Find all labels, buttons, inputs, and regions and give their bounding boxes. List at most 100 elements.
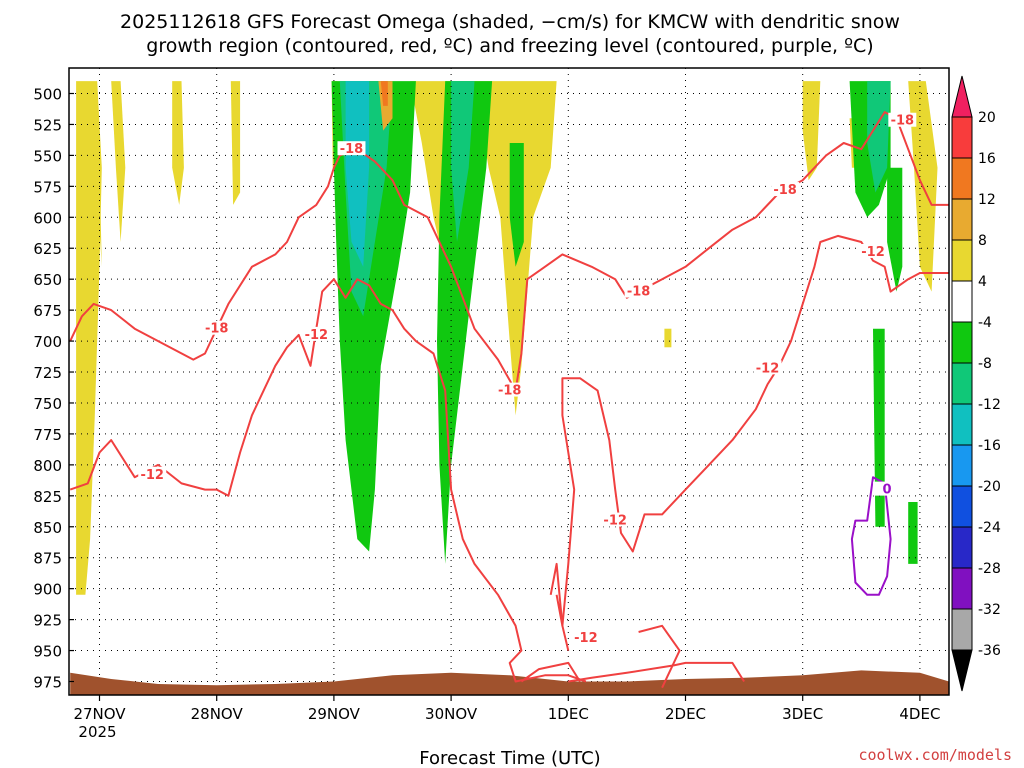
contour-label-bg-10	[571, 630, 600, 645]
x-tick-label-28NOV: 28NOV	[191, 705, 244, 723]
omega-shade-region-25	[380, 81, 388, 106]
colorbar-swatch-12	[951, 567, 973, 610]
dgz-contour-3	[520, 661, 581, 683]
x-tick-label-30NOV: 30NOV	[425, 705, 478, 723]
contour-label-bg-9	[753, 360, 782, 375]
y-tick-label-850: 850	[33, 519, 62, 537]
colorbar-swatch-7	[951, 362, 973, 405]
credit-text: coolwx.com/models	[858, 746, 1012, 764]
dgz-contour-5	[638, 624, 681, 689]
contour-label-bg-1	[337, 141, 366, 156]
x-tick-label-3DEC: 3DEC	[782, 705, 823, 723]
contour-label-6: -12	[305, 328, 329, 343]
contour-label-bg-11	[859, 243, 888, 258]
contour-label-7: -12	[140, 468, 164, 483]
colorbar-label-5: -4	[978, 315, 992, 331]
y-tick-label-700: 700	[33, 333, 62, 351]
terrain-layer	[70, 670, 949, 695]
contour-label-bg-5	[888, 112, 917, 127]
chart-title-line-2: growth region (contoured, red, ºC) and f…	[146, 35, 873, 57]
colorbar-label-3: 8	[978, 233, 987, 249]
omega-shade-region-21	[451, 81, 475, 242]
colorbar-label-8: -16	[978, 438, 1001, 454]
omega-shade-region-14	[437, 81, 493, 564]
colorbar-label-4: 4	[978, 274, 987, 290]
colorbar-label-0: 20	[978, 110, 996, 126]
contour-label-bg-6	[302, 326, 331, 341]
colorbar-label-9: -20	[978, 479, 1001, 495]
y-tick-label-625: 625	[33, 240, 62, 258]
contour-label-10: -12	[574, 631, 598, 646]
contour-label-12: 0	[883, 483, 892, 498]
contour-label-5: -18	[891, 114, 915, 129]
y-tick-label-800: 800	[33, 457, 62, 475]
colorbar-label-13: -36	[978, 643, 1001, 659]
contour-label-bg-12	[873, 481, 902, 496]
contour-label-2: -18	[498, 384, 522, 399]
colorbar-top-triangle	[951, 75, 973, 118]
contour-label-layer: -18 -18 -18 -18 -18 -18 -12 -12 -12 -12 -12 -12 0	[138, 112, 917, 646]
omega-shade-region-4	[93, 130, 102, 267]
omega-shade-region-22	[867, 81, 891, 193]
contour-label-11: -12	[861, 245, 885, 260]
contour-label-1: -18	[340, 142, 364, 157]
x-tick-label-27NOV: 27NOV	[73, 705, 126, 723]
contour-label-8: -12	[603, 514, 627, 529]
omega-shading-layer	[76, 81, 938, 595]
omega-shade-region-15	[509, 143, 524, 267]
colorbar-swatch-11	[951, 526, 973, 569]
omega-shade-region-1	[111, 81, 126, 242]
colorbar-swatch-4	[951, 239, 973, 282]
dgz-contour-4	[549, 562, 564, 627]
omega-shade-region-0	[76, 81, 102, 595]
y-tick-label-875: 875	[33, 550, 62, 568]
chart-title-line-1: 2025112618 GFS Forecast Omega (shaded, −…	[120, 11, 900, 33]
y-tick-label-525: 525	[33, 116, 62, 134]
contour-layer	[69, 111, 949, 689]
contour-label-bg-0	[202, 320, 231, 335]
colorbar-swatch-3	[951, 198, 973, 241]
colorbar-swatch-1	[951, 116, 973, 159]
contour-label-bg-3	[624, 283, 653, 298]
colorbar-swatch-2	[951, 157, 973, 200]
x-tick-label-1DEC: 1DEC	[548, 705, 589, 723]
colorbar-swatch-9	[951, 444, 973, 487]
colorbar-swatch-10	[951, 485, 973, 528]
contour-label-bg-2	[495, 382, 524, 397]
colorbar-swatch-5	[951, 280, 973, 323]
x-tick-label-4DEC: 4DEC	[899, 705, 940, 723]
colorbar-swatch-13	[951, 608, 973, 651]
omega-shade-region-3	[230, 81, 241, 205]
terrain-fill	[70, 670, 949, 695]
y-tick-label-575: 575	[33, 178, 62, 196]
x-tick-label-29NOV: 29NOV	[308, 705, 361, 723]
colorbar-swatch-8	[951, 403, 973, 446]
contour-label-0: -18	[205, 322, 229, 337]
omega-shade-region-19	[908, 502, 918, 564]
y-tick-label-975: 975	[33, 674, 62, 692]
colorbar-label-12: -32	[978, 602, 1001, 618]
contour-label-bg-8	[601, 512, 630, 527]
x-axis-label: Forecast Time (UTC)	[419, 748, 600, 768]
omega-shade-region-12	[664, 328, 672, 348]
omega-shade-region-2	[172, 81, 184, 205]
contour-label-3: -18	[627, 285, 651, 300]
y-tick-label-725: 725	[33, 364, 62, 382]
y-tick-label-750: 750	[33, 395, 62, 413]
colorbar-bottom-triangle	[951, 649, 973, 692]
omega-shade-region-17	[887, 167, 903, 292]
y-tick-label-650: 650	[33, 271, 62, 289]
omega-shade-region-23	[345, 81, 370, 267]
dgz-contour-1	[69, 278, 587, 683]
y-tick-label-775: 775	[33, 426, 62, 444]
plot-frame	[68, 67, 950, 696]
colorbar-label-1: 16	[978, 151, 996, 167]
contour-label-4: -18	[773, 183, 797, 198]
omega-shade-region-18	[873, 328, 885, 527]
freezing-level-contour-7	[850, 476, 892, 596]
contour-label-bg-4	[771, 182, 800, 197]
y-tick-label-825: 825	[33, 488, 62, 506]
colorbar-label-7: -12	[978, 397, 1001, 413]
